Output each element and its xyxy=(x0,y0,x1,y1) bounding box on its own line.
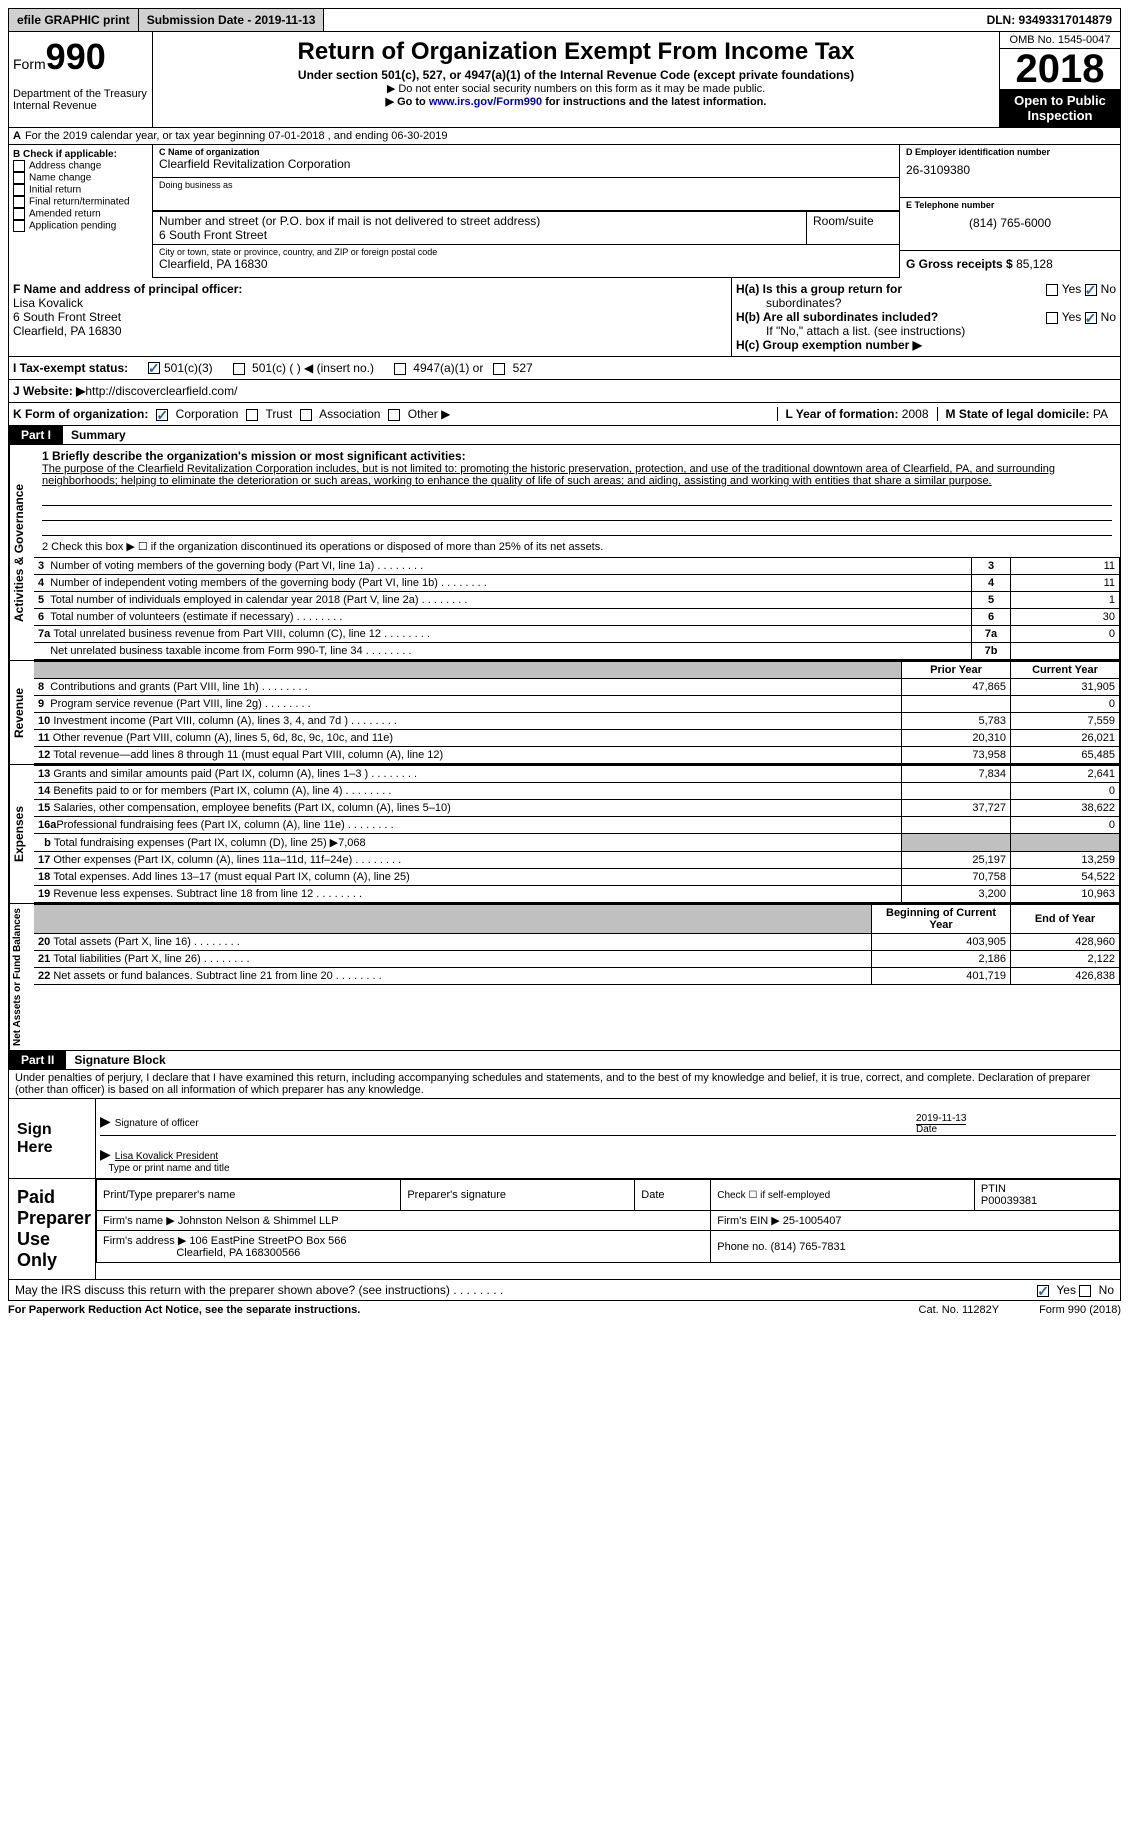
part-2-header: Part II Signature Block xyxy=(8,1051,1121,1070)
expenses-label: Expenses xyxy=(9,765,34,903)
governance-table: 3 Number of voting members of the govern… xyxy=(34,557,1120,660)
governance-label: Activities & Governance xyxy=(9,445,34,660)
governance-section: Activities & Governance 1 Briefly descri… xyxy=(8,445,1121,661)
sign-here-label: Sign Here xyxy=(9,1099,96,1178)
row-fgh: F Name and address of principal officer:… xyxy=(8,278,1121,357)
irs-link[interactable]: www.irs.gov/Form990 xyxy=(429,96,542,108)
irs-label: Internal Revenue xyxy=(13,100,148,112)
part-1-header: Part I Summary xyxy=(8,426,1121,445)
org-name: Clearfield Revitalization Corporation xyxy=(159,157,893,171)
box-f: F Name and address of principal officer:… xyxy=(9,278,731,356)
revenue-section: Revenue Prior YearCurrent Year 8 Contrib… xyxy=(8,661,1121,765)
footer-final: For Paperwork Reduction Act Notice, see … xyxy=(8,1301,1121,1319)
form-header: Form990 Department of the Treasury Inter… xyxy=(8,32,1121,128)
preparer-section: Paid Preparer Use Only Print/Type prepar… xyxy=(8,1179,1121,1280)
website-value[interactable]: http://discoverclearfield.com/ xyxy=(85,384,237,398)
netassets-table: Beginning of Current YearEnd of Year 20 … xyxy=(34,904,1120,985)
ein-value: 26-3109380 xyxy=(906,163,1114,177)
discuss-row: May the IRS discuss this return with the… xyxy=(8,1280,1121,1301)
netassets-label: Net Assets or Fund Balances xyxy=(9,904,34,1050)
preparer-table: Print/Type preparer's name Preparer's si… xyxy=(96,1179,1120,1263)
dln-number: DLN: 93493317014879 xyxy=(979,9,1120,31)
section-b-row: B Check if applicable: Address change Na… xyxy=(8,145,1121,278)
revenue-label: Revenue xyxy=(9,661,34,764)
expenses-table: 13 Grants and similar amounts paid (Part… xyxy=(34,765,1120,903)
form-subtitle: Under section 501(c), 527, or 4947(a)(1)… xyxy=(157,68,995,82)
line-a-period: AFor the 2019 calendar year, or tax year… xyxy=(8,128,1121,145)
org-address: 6 South Front Street xyxy=(159,228,800,242)
phone-value: (814) 765-6000 xyxy=(906,216,1114,230)
header-note-2: ▶ Go to www.irs.gov/Form990 for instruct… xyxy=(157,95,995,108)
inspection-label: Open to PublicInspection xyxy=(1000,89,1120,127)
netassets-section: Net Assets or Fund Balances Beginning of… xyxy=(8,904,1121,1051)
org-city: Clearfield, PA 16830 xyxy=(159,257,893,271)
preparer-label: Paid Preparer Use Only xyxy=(9,1179,96,1279)
mission-text: The purpose of the Clearfield Revitaliza… xyxy=(42,463,1112,487)
box-c: C Name of organization Clearfield Revita… xyxy=(153,145,899,278)
website-row: J Website: ▶ http://discoverclearfield.c… xyxy=(8,380,1121,403)
form-title: Return of Organization Exempt From Incom… xyxy=(157,38,995,66)
tax-year: 2018 xyxy=(1000,49,1120,89)
top-bar: efile GRAPHIC print Submission Date - 20… xyxy=(8,8,1121,32)
revenue-table: Prior YearCurrent Year 8 Contributions a… xyxy=(34,661,1120,764)
expenses-section: Expenses 13 Grants and similar amounts p… xyxy=(8,765,1121,904)
tax-status-row: I Tax-exempt status: 501(c)(3) 501(c) ( … xyxy=(8,357,1121,380)
gross-receipts: 85,128 xyxy=(1016,257,1053,271)
box-h: H(a) Is this a group return for subordin… xyxy=(731,278,1120,356)
box-d-e-g: D Employer identification number 26-3109… xyxy=(899,145,1120,278)
submission-date: Submission Date - 2019-11-13 xyxy=(139,9,325,31)
declaration-text: Under penalties of perjury, I declare th… xyxy=(8,1070,1121,1099)
form-number: Form990 xyxy=(13,36,148,78)
dept-label: Department of the Treasury xyxy=(13,88,148,100)
header-note-1: ▶ Do not enter social security numbers o… xyxy=(157,82,995,95)
line-k-l-m: K Form of organization: Corporation Trus… xyxy=(8,403,1121,426)
sign-section: Sign Here ▶Signature of officer 2019-11-… xyxy=(8,1099,1121,1179)
box-b: B Check if applicable: Address change Na… xyxy=(9,145,153,278)
efile-button[interactable]: efile GRAPHIC print xyxy=(9,9,139,31)
